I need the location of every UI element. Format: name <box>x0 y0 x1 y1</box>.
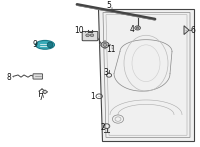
Polygon shape <box>184 26 189 35</box>
Circle shape <box>135 26 140 30</box>
Circle shape <box>136 27 139 29</box>
Text: 10: 10 <box>74 26 84 35</box>
Text: 9: 9 <box>33 40 37 49</box>
Text: 5: 5 <box>107 1 111 10</box>
Text: 6: 6 <box>191 26 195 35</box>
Circle shape <box>104 41 106 42</box>
Circle shape <box>103 43 107 46</box>
Polygon shape <box>42 90 48 94</box>
Ellipse shape <box>47 42 53 48</box>
Text: 2: 2 <box>101 123 105 132</box>
Text: 7: 7 <box>39 93 43 102</box>
Ellipse shape <box>36 40 54 49</box>
Text: 3: 3 <box>104 67 108 77</box>
Circle shape <box>101 42 109 48</box>
Circle shape <box>109 44 111 46</box>
Circle shape <box>104 47 106 49</box>
FancyBboxPatch shape <box>82 31 98 41</box>
Circle shape <box>86 34 89 37</box>
Text: 8: 8 <box>7 73 11 82</box>
Circle shape <box>99 44 101 46</box>
Text: 4: 4 <box>130 25 134 34</box>
Text: 11: 11 <box>106 45 116 55</box>
Polygon shape <box>98 9 194 141</box>
Circle shape <box>90 34 94 37</box>
FancyBboxPatch shape <box>33 74 43 79</box>
Text: 1: 1 <box>91 92 95 101</box>
